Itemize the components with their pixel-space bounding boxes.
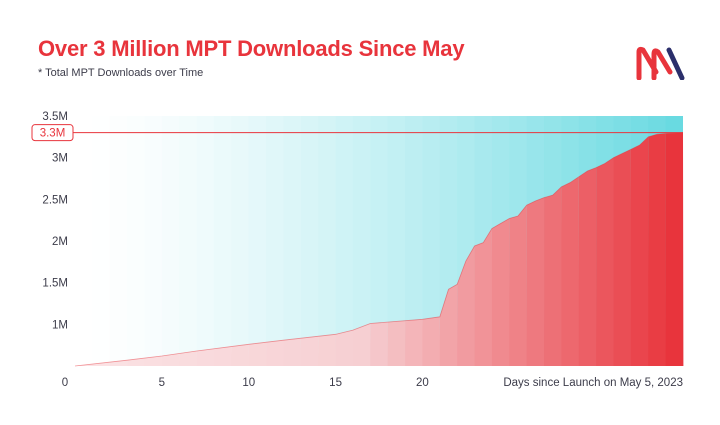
area-segment <box>509 205 528 366</box>
mpt-logo-icon <box>636 46 685 80</box>
background-band <box>161 116 180 366</box>
area-segment <box>474 228 493 366</box>
area-segment <box>283 338 302 366</box>
background-band <box>370 116 389 366</box>
area-segment <box>457 246 475 366</box>
y-tick-label: 1M <box>52 319 68 331</box>
area-segment <box>231 344 250 366</box>
area-segment <box>335 330 354 366</box>
background-band <box>300 116 319 366</box>
chart-subtitle: * Total MPT Downloads over Time <box>38 67 204 79</box>
background-band <box>283 116 302 366</box>
background-band <box>92 116 111 366</box>
area-segment <box>422 316 441 366</box>
background-band <box>75 116 93 366</box>
y-axis-ticks: 1M 1.5M 2M 2.5M 3M 3.5M <box>42 111 68 331</box>
background-band <box>196 116 215 366</box>
area-segment <box>213 346 232 366</box>
background-band <box>144 116 163 366</box>
logo-stroke-right <box>666 47 685 80</box>
y-tick-label: 2.5M <box>42 194 68 206</box>
area-segment <box>613 149 632 366</box>
area-segment <box>370 322 389 366</box>
background-band <box>127 116 145 366</box>
background-band <box>231 116 250 366</box>
chart-title: Over 3 Million MPT Downloads Since May <box>38 36 465 61</box>
area-segment <box>491 218 510 366</box>
area-segment <box>578 167 597 366</box>
background-band <box>266 116 284 366</box>
x-tick-label: 10 <box>242 377 255 389</box>
x-axis-ticks: 0 5 10 15 20 <box>62 377 429 389</box>
area-segment <box>439 284 458 366</box>
y-tick-label: 1.5M <box>42 278 68 290</box>
area-segment <box>196 348 215 366</box>
x-axis-label: Days since Launch on May 5, 2023 <box>503 377 683 389</box>
background-band <box>248 116 267 366</box>
area-segment <box>318 334 336 366</box>
y-tick-label: 3M <box>52 153 68 165</box>
logo-stroke-mid <box>651 48 673 80</box>
area-segment <box>665 132 684 366</box>
highlight-label: 3.3M <box>40 128 66 140</box>
area-segment <box>630 136 649 366</box>
area-segment <box>405 319 423 366</box>
area-segment <box>179 351 197 366</box>
background-band <box>109 116 128 366</box>
x-tick-label: 0 <box>62 377 68 389</box>
area-segment <box>648 133 667 366</box>
area-segment <box>352 323 371 366</box>
area-segment <box>248 342 267 366</box>
x-tick-label: 15 <box>329 377 342 389</box>
area-segment <box>596 157 614 366</box>
area-segment <box>387 320 406 366</box>
area-segment <box>92 362 111 366</box>
area-fill-segments <box>75 132 684 366</box>
x-tick-label: 5 <box>159 377 165 389</box>
area-segment <box>144 356 163 366</box>
background-band <box>422 116 441 366</box>
y-tick-label: 3.5M <box>42 111 68 123</box>
area-segment <box>544 186 562 366</box>
background-band <box>179 116 198 366</box>
background-band <box>387 116 406 366</box>
highlight-label-box <box>31 124 74 142</box>
area-segment <box>526 197 545 366</box>
background-band <box>335 116 354 366</box>
background-band <box>352 116 371 366</box>
x-tick-label: 20 <box>416 377 429 389</box>
area-segment <box>561 176 580 366</box>
area-segment <box>161 353 180 366</box>
background-band <box>213 116 232 366</box>
downloads-series-line <box>74 132 684 367</box>
area-segment <box>127 358 145 366</box>
background-band <box>318 116 337 366</box>
y-tick-label: 2M <box>52 236 68 248</box>
background-band <box>405 116 423 366</box>
area-segment <box>266 340 284 366</box>
area-segment <box>300 336 319 366</box>
logo-stroke-left <box>636 46 659 80</box>
